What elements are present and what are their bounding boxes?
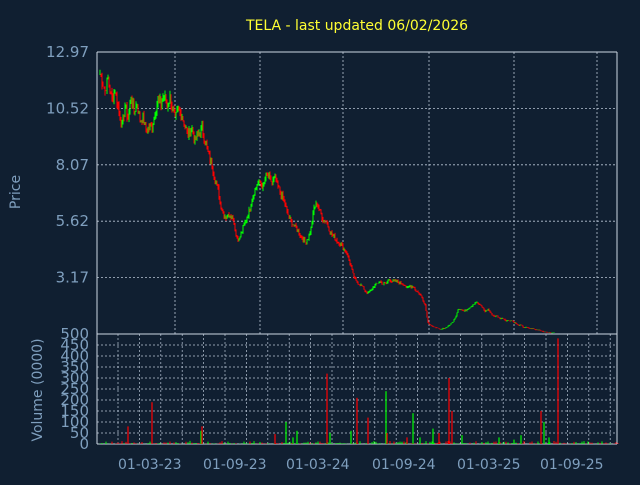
volume-tick-label: 100	[60, 413, 89, 431]
chart-title: TELA - last updated 06/02/2026	[245, 18, 468, 34]
price-tick-label: 3.17	[56, 269, 89, 287]
date-tick-label: 01-03-24	[286, 457, 350, 473]
date-tick-label: 01-09-23	[203, 457, 267, 473]
volume-tick-label: 250	[60, 380, 89, 398]
price-tick-label: 8.07	[56, 156, 89, 174]
date-tick-label: 01-03-23	[118, 457, 182, 473]
price-axis-title: Price	[8, 175, 24, 209]
volume-tick-label: 50	[70, 424, 89, 442]
volume-tick-label: 0	[79, 435, 89, 453]
volume-tick-label: 350	[60, 358, 89, 376]
volume-tick-label: 450	[60, 336, 89, 354]
volume-tick-label: 300	[60, 369, 89, 387]
date-tick-label: 01-09-24	[372, 457, 436, 473]
volume-top-label: 500	[60, 325, 89, 343]
date-tick-label: 01-03-25	[457, 457, 521, 473]
volume-bars	[99, 338, 619, 444]
volume-axis-title: Volume (0000)	[30, 338, 46, 441]
volume-tick-label: 150	[60, 402, 89, 420]
price-candles	[99, 69, 555, 334]
volume-tick-label: 400	[60, 347, 89, 365]
price-tick-label: 10.52	[46, 99, 89, 117]
price-tick-label: 5.62	[56, 212, 89, 230]
date-tick-label: 01-09-25	[540, 457, 604, 473]
volume-tick-label: 200	[60, 391, 89, 409]
price-tick-label: 12.97	[46, 43, 89, 61]
axis-labels: 12.97 10.52 8.07 5.62 3.17 500 01-03-23 01-09-2…	[46, 43, 604, 473]
